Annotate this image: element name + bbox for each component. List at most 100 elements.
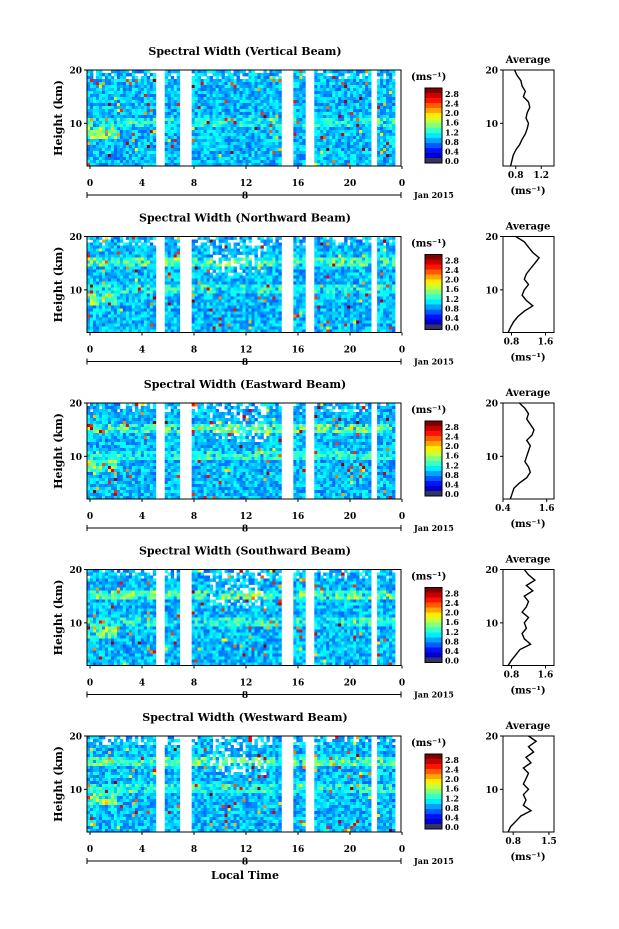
heatmap-cell [242,133,246,137]
heatmap-cell [344,302,348,306]
heatmap-cell [191,136,196,140]
heatmap-cell [239,251,243,255]
heatmap-cell [236,127,240,131]
heatmap-cell [251,290,255,294]
heatmap-cell [353,76,357,80]
heatmap-cell [320,323,324,327]
heatmap-cell [173,124,178,128]
heatmap-cell [224,136,228,140]
heatmap-cell [164,133,169,137]
heatmap-cell [101,275,106,279]
heatmap-cell [218,94,222,98]
heatmap-cell [152,100,157,104]
heatmap-cell [383,94,387,98]
heatmap-cell [113,103,118,107]
heatmap-cell [242,103,246,107]
heatmap-cell [260,91,264,95]
heatmap-cell [128,257,133,261]
heatmap-cell [266,266,270,270]
heatmap-cell [227,121,231,125]
heatmap-cell [92,163,97,167]
heatmap-cell [260,130,264,134]
heatmap-cell [143,133,148,137]
heatmap-cell [245,302,249,306]
heatmap-cell [239,323,243,327]
heatmap-cell [209,308,213,312]
heatmap-cell [239,97,243,101]
heatmap-cell [146,148,151,152]
heatmap-cell [200,263,205,267]
heatmap-cell [167,97,172,101]
heatmap-cell [101,136,106,140]
heatmap-cell [95,148,100,152]
heatmap-cell [248,296,252,300]
heatmap-cell [389,154,393,158]
heatmap-cell [272,293,276,297]
heatmap-cell [191,157,196,161]
heatmap-cell [104,85,109,89]
heatmap-cell [251,100,255,104]
heatmap-cell [128,299,133,303]
heatmap-cell [122,91,127,95]
heatmap-cell [392,109,396,113]
heatmap-cell [266,73,270,77]
heatmap-cell [95,73,100,77]
heatmap-cell [260,109,264,113]
colorbar-swatch [425,138,442,144]
heatmap-cell [254,115,258,119]
heatmap-cell [248,76,252,80]
heatmap-cell [245,157,249,161]
heatmap-cell [368,142,372,146]
heatmap-cell [131,121,136,125]
heatmap-cell [191,302,196,306]
heatmap-cell [218,118,222,122]
heatmap-cell [263,284,267,288]
heatmap-cell [227,317,231,321]
heatmap-cell [104,281,109,285]
heatmap-cell [260,236,264,240]
heatmap-cell [87,245,91,249]
heatmap-cell [293,305,297,309]
heatmap-cell [278,91,282,95]
heatmap-cell [95,302,100,306]
heatmap-cell [101,287,106,291]
heatmap-cell [170,151,175,155]
heatmap-cell [101,148,106,152]
heatmap-cell [299,163,303,167]
heatmap-cell [320,299,324,303]
heatmap-cell [380,118,384,122]
heatmap-cell [134,236,139,240]
heatmap-cell [368,100,372,104]
heatmap-cell [131,91,136,95]
heatmap-cell [137,278,142,282]
heatmap-cell [245,245,249,249]
heatmap-cell [263,139,267,143]
heatmap-cell [224,115,228,119]
heatmap-cell [230,248,234,252]
heatmap-cell [278,314,282,318]
heatmap-cell [317,94,321,98]
heatmap-cell [194,245,199,249]
heatmap-cell [350,70,354,74]
heatmap-cell [248,263,252,267]
heatmap-cell [239,290,243,294]
heatmap-cell [251,73,255,77]
heatmap-cell [170,314,175,318]
heatmap-cell [302,326,306,330]
heatmap-cell [152,148,157,152]
heatmap-cell [89,118,94,122]
heatmap-cell [110,139,115,143]
heatmap-cell [260,124,264,128]
heatmap-cell [209,133,213,137]
heatmap-cell [233,94,237,98]
heatmap-cell [353,115,357,119]
heatmap-cell [257,91,261,95]
heatmap-cell [224,130,228,134]
heatmap-cell [107,290,112,294]
heatmap-cell [107,314,112,318]
heatmap-cell [125,160,130,164]
heatmap-cell [320,251,324,255]
heatmap-cell [317,82,321,86]
heatmap-cell [239,329,243,333]
heatmap-cell [272,103,276,107]
